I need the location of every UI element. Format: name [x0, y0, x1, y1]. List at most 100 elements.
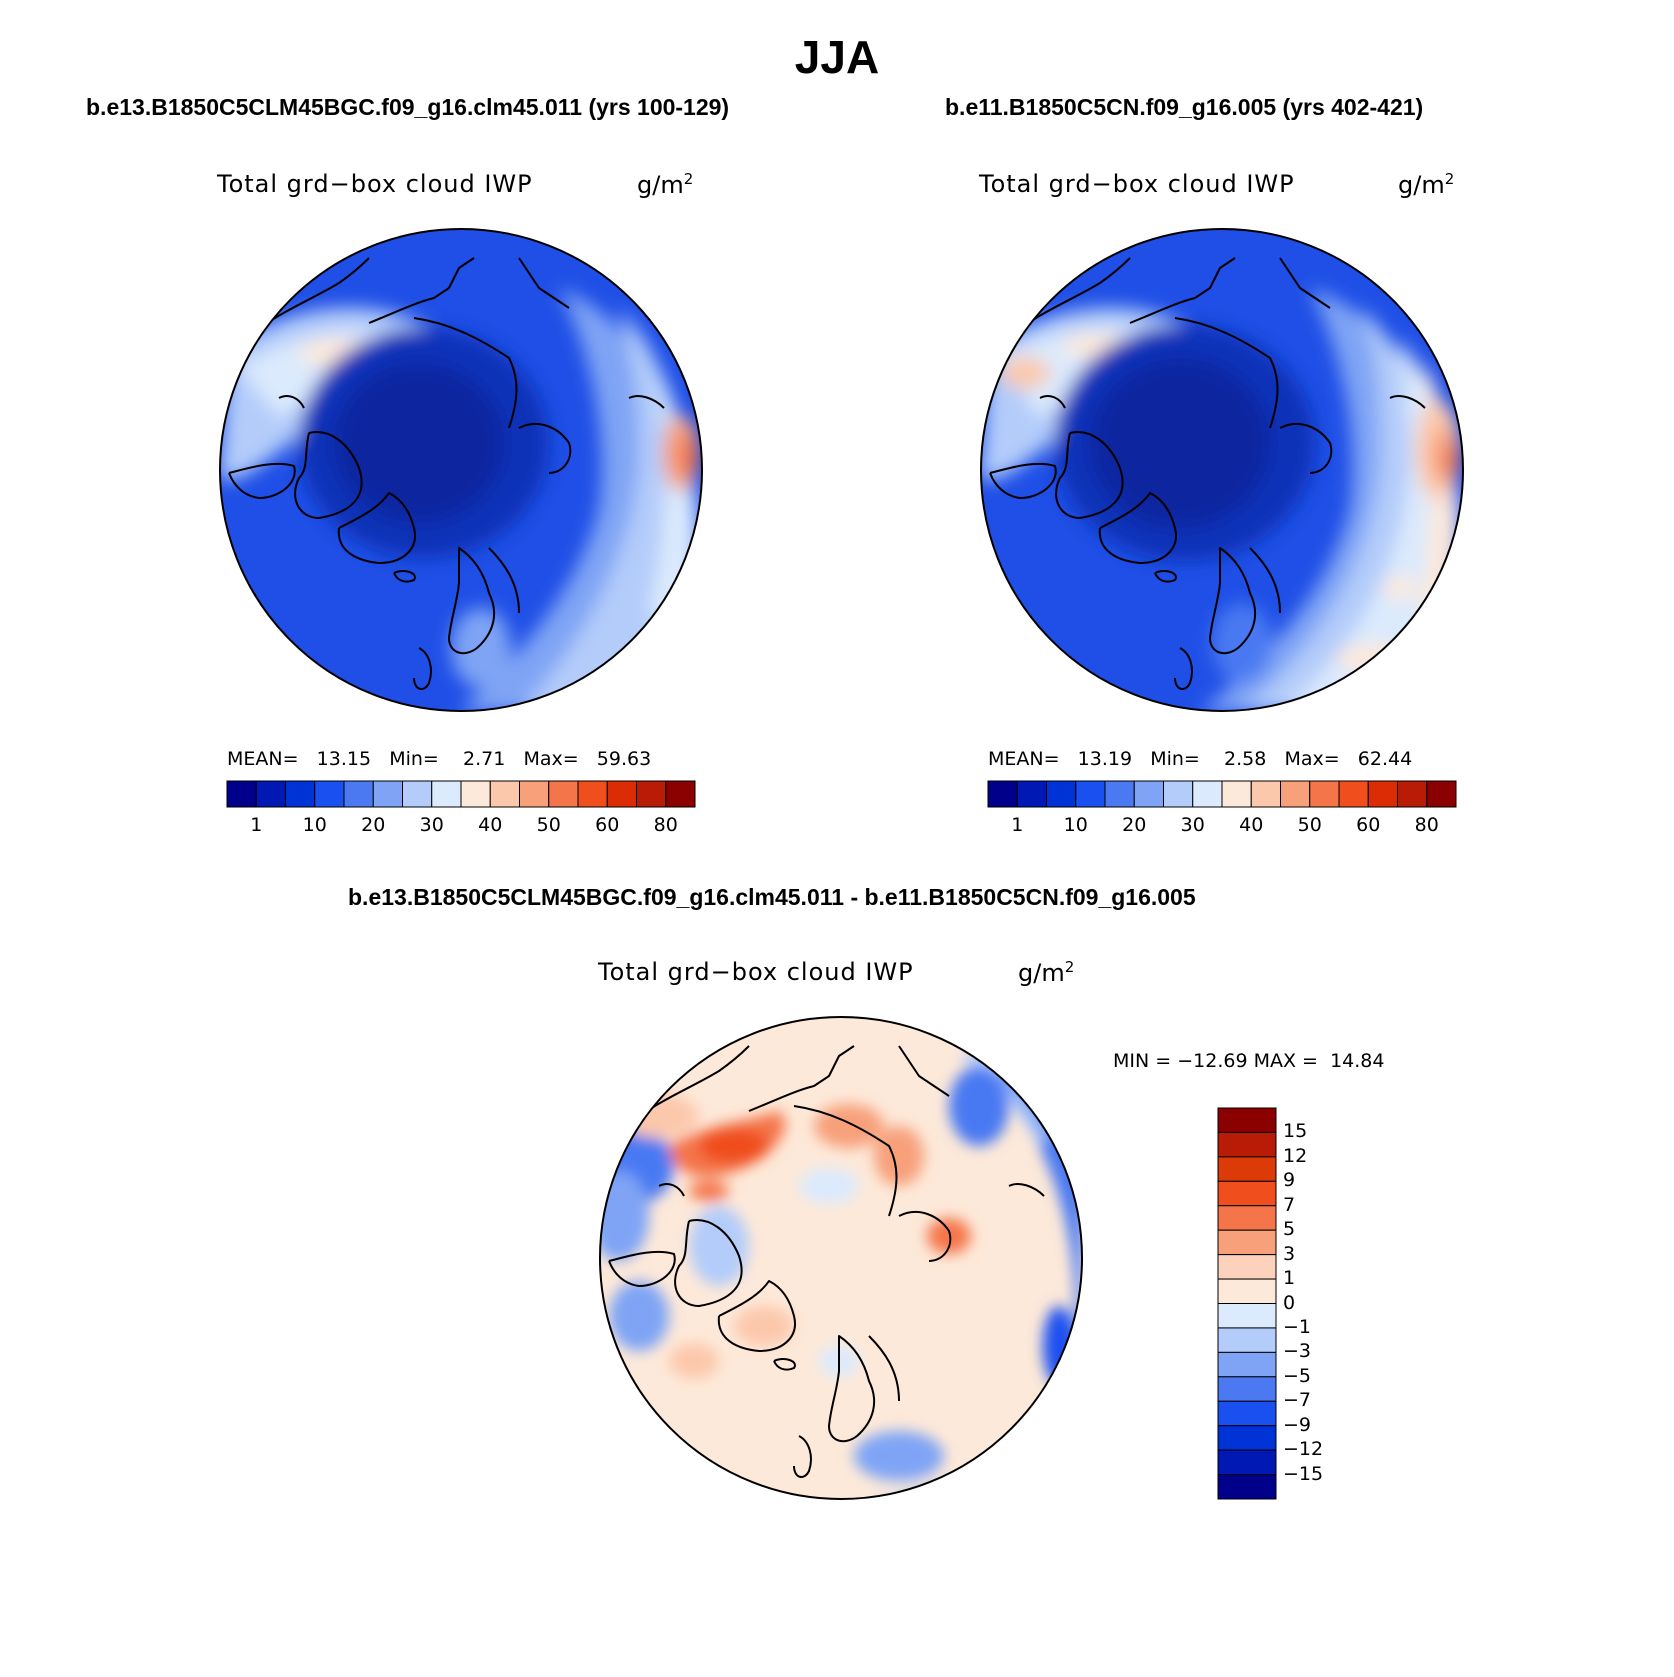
colorbar-tick-label: 80: [1414, 814, 1439, 836]
colorbar-tick-label: 50: [536, 814, 561, 836]
colorbar-swatch: [1217, 1205, 1277, 1231]
colorbar-swatch: [1217, 1474, 1277, 1500]
left-units-label: g/m2: [637, 170, 694, 199]
colorbar-swatch: [1217, 1254, 1277, 1280]
colorbar-tick-label: 12: [1283, 1144, 1308, 1167]
colorbar-swatch: [1133, 780, 1164, 808]
colorbar-tick-label: −1: [1283, 1315, 1312, 1338]
colorbar-swatch: [636, 780, 667, 808]
colorbar-swatch: [460, 780, 491, 808]
colorbar-tick-label: 30: [1180, 814, 1205, 836]
figure-title: JJA: [794, 31, 880, 83]
colorbar-swatch: [1016, 780, 1047, 808]
colorbar-swatch: [1309, 780, 1340, 808]
colorbar-swatch: [1217, 1107, 1277, 1133]
colorbar-swatch: [1426, 780, 1457, 808]
right-units-label: g/m2: [1398, 170, 1455, 199]
colorbar-tick-label: 9: [1283, 1169, 1296, 1192]
colorbar-tick-label: 10: [302, 814, 327, 836]
colorbar-tick-label: −5: [1283, 1364, 1312, 1387]
colorbar-swatch: [548, 780, 579, 808]
colorbar-swatch: [1367, 780, 1398, 808]
colorbar-swatch: [665, 780, 696, 808]
right-colorbar: [987, 780, 1457, 808]
colorbar-swatch: [1217, 1351, 1277, 1378]
colorbar-swatch: [1217, 1156, 1277, 1182]
diff-case-title: b.e13.B1850C5CLM45BGC.f09_g16.clm45.011 …: [348, 884, 1196, 910]
colorbar-swatch: [987, 780, 1018, 808]
right-case-title: b.e11.B1850C5CN.f09_g16.005 (yrs 402-421…: [945, 94, 1424, 120]
colorbar-swatch: [1217, 1400, 1277, 1427]
colorbar-tick-label: 1: [250, 814, 263, 836]
colorbar-swatch: [519, 780, 550, 808]
colorbar-swatch: [1217, 1376, 1277, 1402]
colorbar-swatch: [489, 780, 520, 808]
colorbar-tick-label: 1: [1283, 1267, 1296, 1290]
colorbar-tick-label: 7: [1283, 1193, 1296, 1216]
colorbar-tick-label: −7: [1283, 1389, 1312, 1412]
colorbar-tick-label: 80: [653, 814, 678, 836]
colorbar-tick-label: 60: [1356, 814, 1381, 836]
left-colorbar-ticks: 1 10 20 30 40 50 60 80: [227, 814, 695, 838]
diff-colorbar-ticks: 15 12 9 7 5 3 1 0 −1 −3 −5 −7 −9 −12 −15: [1281, 1108, 1341, 1499]
colorbar-swatch: [255, 780, 286, 808]
colorbar-tick-label: 3: [1283, 1242, 1296, 1265]
colorbar-tick-label: 20: [1122, 814, 1147, 836]
colorbar-swatch: [343, 780, 374, 808]
colorbar-tick-label: 5: [1283, 1218, 1296, 1241]
colorbar-swatch: [1217, 1278, 1277, 1304]
right-stats: MEAN= 13.19 Min= 2.58 Max= 62.44: [988, 748, 1413, 770]
colorbar-tick-label: 0: [1283, 1291, 1296, 1314]
colorbar-tick-label: 1: [1011, 814, 1024, 836]
colorbar-swatch: [1075, 780, 1106, 808]
colorbar-tick-label: 20: [361, 814, 386, 836]
colorbar-swatch: [1250, 780, 1281, 808]
colorbar-swatch: [1104, 780, 1135, 808]
colorbar-swatch: [1217, 1303, 1277, 1329]
colorbar-swatch: [1163, 780, 1194, 808]
right-variable-label: Total grd−box cloud IWP: [979, 170, 1295, 198]
colorbar-swatch: [1397, 780, 1428, 808]
left-colorbar: [226, 780, 696, 808]
colorbar-tick-label: 40: [478, 814, 503, 836]
right-colorbar-ticks: 1 10 20 30 40 50 60 80: [988, 814, 1456, 838]
colorbar-swatch: [577, 780, 608, 808]
colorbar-tick-label: 60: [595, 814, 620, 836]
colorbar-swatch: [1217, 1180, 1277, 1207]
colorbar-tick-label: 10: [1063, 814, 1088, 836]
colorbar-swatch: [372, 780, 403, 808]
colorbar-tick-label: −15: [1283, 1462, 1324, 1485]
diff-minmax: MIN = −12.69 MAX = 14.84: [1113, 1050, 1385, 1072]
colorbar-swatch: [226, 780, 257, 808]
colorbar-swatch: [1217, 1229, 1277, 1256]
colorbar-swatch: [1192, 780, 1223, 808]
diff-colorbar: [1217, 1107, 1277, 1500]
colorbar-tick-label: −3: [1283, 1340, 1312, 1363]
right-polar-map: [980, 228, 1464, 712]
colorbar-swatch: [1217, 1449, 1277, 1476]
colorbar-swatch: [1217, 1425, 1277, 1451]
colorbar-swatch: [314, 780, 345, 808]
diff-polar-map: [599, 1016, 1083, 1500]
left-polar-map: [219, 228, 703, 712]
colorbar-tick-label: 15: [1283, 1120, 1308, 1143]
colorbar-swatch: [1217, 1131, 1277, 1158]
colorbar-swatch: [1221, 780, 1252, 808]
colorbar-swatch: [606, 780, 637, 808]
colorbar-swatch: [285, 780, 316, 808]
left-variable-label: Total grd−box cloud IWP: [217, 170, 533, 198]
colorbar-tick-label: −12: [1283, 1438, 1324, 1461]
left-stats: MEAN= 13.15 Min= 2.71 Max= 59.63: [227, 748, 652, 770]
colorbar-swatch: [1338, 780, 1369, 808]
colorbar-tick-label: 40: [1239, 814, 1264, 836]
colorbar-swatch: [1280, 780, 1311, 808]
colorbar-tick-label: 30: [419, 814, 444, 836]
diff-units-label: g/m2: [1018, 958, 1075, 987]
colorbar-swatch: [431, 780, 462, 808]
colorbar-swatch: [1046, 780, 1077, 808]
left-case-title: b.e13.B1850C5CLM45BGC.f09_g16.clm45.011 …: [86, 94, 730, 120]
colorbar-tick-label: 50: [1297, 814, 1322, 836]
colorbar-swatch: [402, 780, 433, 808]
diff-variable-label: Total grd−box cloud IWP: [598, 958, 914, 986]
colorbar-tick-label: −9: [1283, 1413, 1312, 1436]
